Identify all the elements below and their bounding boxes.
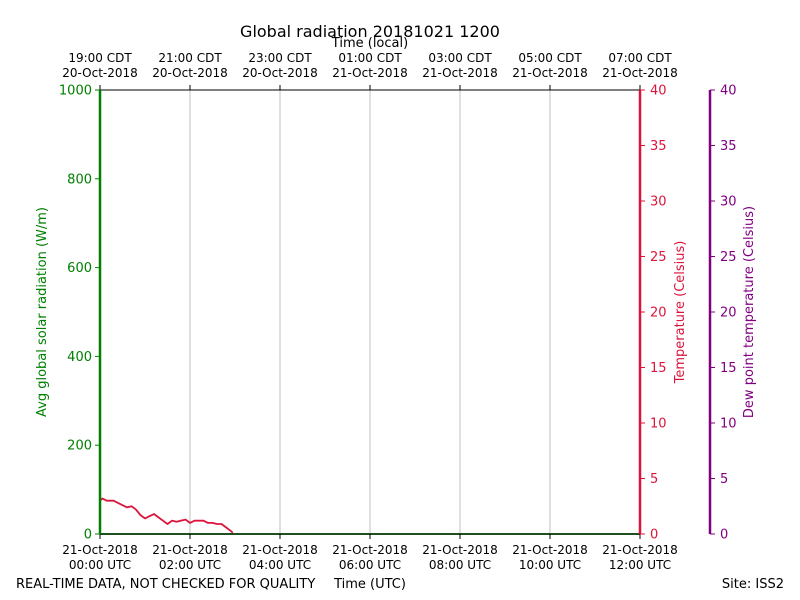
radiation-tick-label: 0: [84, 528, 92, 543]
top-tick-label-date: 20-Oct-2018: [152, 66, 228, 80]
top-tick-label-time: 03:00 CDT: [428, 51, 492, 65]
top-tick-label-time: 05:00 CDT: [518, 51, 582, 65]
top-tick-label-date: 20-Oct-2018: [62, 66, 138, 80]
radiation-tick-label: 800: [67, 172, 92, 187]
radiation-tick-label: 400: [67, 350, 92, 365]
x-tick-label-date: 21-Oct-2018: [602, 543, 678, 557]
site-label: Site: ISS2: [722, 577, 784, 592]
temperature-tick-label: 25: [650, 250, 667, 265]
temperature-tick-label: 30: [650, 195, 667, 210]
top-tick-label-time: 23:00 CDT: [248, 51, 312, 65]
x-tick-label-date: 21-Oct-2018: [332, 543, 408, 557]
x-tick-label-time: 02:00 UTC: [159, 558, 221, 572]
x-tick-label-date: 21-Oct-2018: [512, 543, 588, 557]
chart-title: Global radiation 20181021 1200: [240, 22, 500, 41]
temperature-tick-label: 0: [650, 528, 658, 543]
temperature-axis-label: Temperature (Celsius): [673, 241, 688, 385]
top-axis-label: Time (local): [331, 36, 408, 51]
radiation-axis-label: Avg global solar radiation (W/m): [35, 207, 50, 417]
top-tick-label-time: 07:00 CDT: [608, 51, 672, 65]
top-tick-label-date: 21-Oct-2018: [422, 66, 498, 80]
temperature-tick-label: 35: [650, 139, 667, 154]
dewpoint-tick-label: 25: [720, 250, 737, 265]
dewpoint-axis-label: Dew point temperature (Celsius): [742, 206, 757, 418]
disclaimer-text: REAL-TIME DATA, NOT CHECKED FOR QUALITY: [16, 577, 315, 592]
temperature-tick-label: 20: [650, 306, 667, 321]
temperature-tick-label: 5: [650, 472, 658, 487]
dewpoint-tick-label: 40: [720, 84, 737, 99]
x-tick-label-time: 04:00 UTC: [249, 558, 311, 572]
x-tick-label-date: 21-Oct-2018: [422, 543, 498, 557]
radiation-tick-label: 1000: [59, 84, 92, 99]
top-tick-label-date: 21-Oct-2018: [512, 66, 588, 80]
radiation-tick-label: 600: [67, 261, 92, 276]
dewpoint-tick-label: 15: [720, 361, 737, 376]
radiation-tick-label: 200: [67, 439, 92, 454]
top-tick-label-time: 19:00 CDT: [68, 51, 132, 65]
temperature-tick-label: 15: [650, 361, 667, 376]
top-tick-label-date: 21-Oct-2018: [332, 66, 408, 80]
x-tick-label-time: 00:00 UTC: [69, 558, 131, 572]
temperature-tick-label: 40: [650, 84, 667, 99]
x-tick-label-date: 21-Oct-2018: [152, 543, 228, 557]
dewpoint-tick-label: 20: [720, 306, 737, 321]
dewpoint-tick-label: 35: [720, 139, 737, 154]
x-tick-label-date: 21-Oct-2018: [242, 543, 318, 557]
dewpoint-tick-label: 5: [720, 472, 728, 487]
temperature-line: [99, 497, 234, 534]
top-tick-label-time: 01:00 CDT: [338, 51, 402, 65]
dewpoint-tick-label: 10: [720, 417, 737, 432]
dewpoint-tick-label: 30: [720, 195, 737, 210]
grid-lines: [189, 90, 551, 534]
top-tick-label-time: 21:00 CDT: [158, 51, 222, 65]
x-axis-label: Time (UTC): [333, 577, 406, 592]
x-tick-label-date: 21-Oct-2018: [62, 543, 138, 557]
x-tick-label-time: 08:00 UTC: [429, 558, 491, 572]
top-tick-label-date: 20-Oct-2018: [242, 66, 318, 80]
x-tick-label-time: 06:00 UTC: [339, 558, 401, 572]
x-tick-label-time: 10:00 UTC: [519, 558, 581, 572]
top-tick-label-date: 21-Oct-2018: [602, 66, 678, 80]
temperature-tick-label: 10: [650, 417, 667, 432]
x-tick-label-time: 12:00 UTC: [609, 558, 671, 572]
dewpoint-tick-label: 0: [720, 528, 728, 543]
